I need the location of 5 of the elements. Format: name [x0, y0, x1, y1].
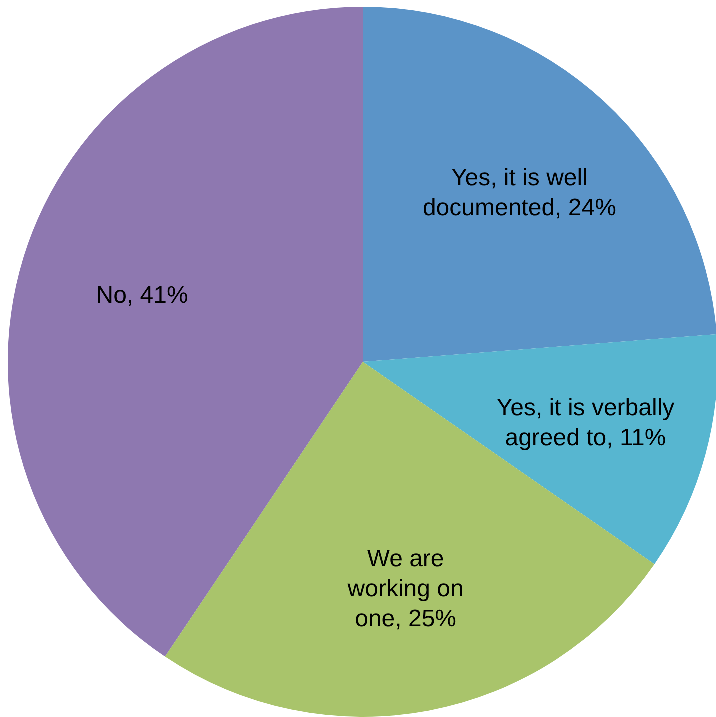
pie-slice [363, 7, 716, 362]
slice-label: Yes, it is well documented, 24% [422, 164, 616, 222]
slice-label: We are working on one, 25% [346, 545, 464, 632]
slice-label: No, 41% [96, 281, 188, 308]
slice-label: Yes, it is verbally agreed to, 11% [496, 394, 675, 451]
